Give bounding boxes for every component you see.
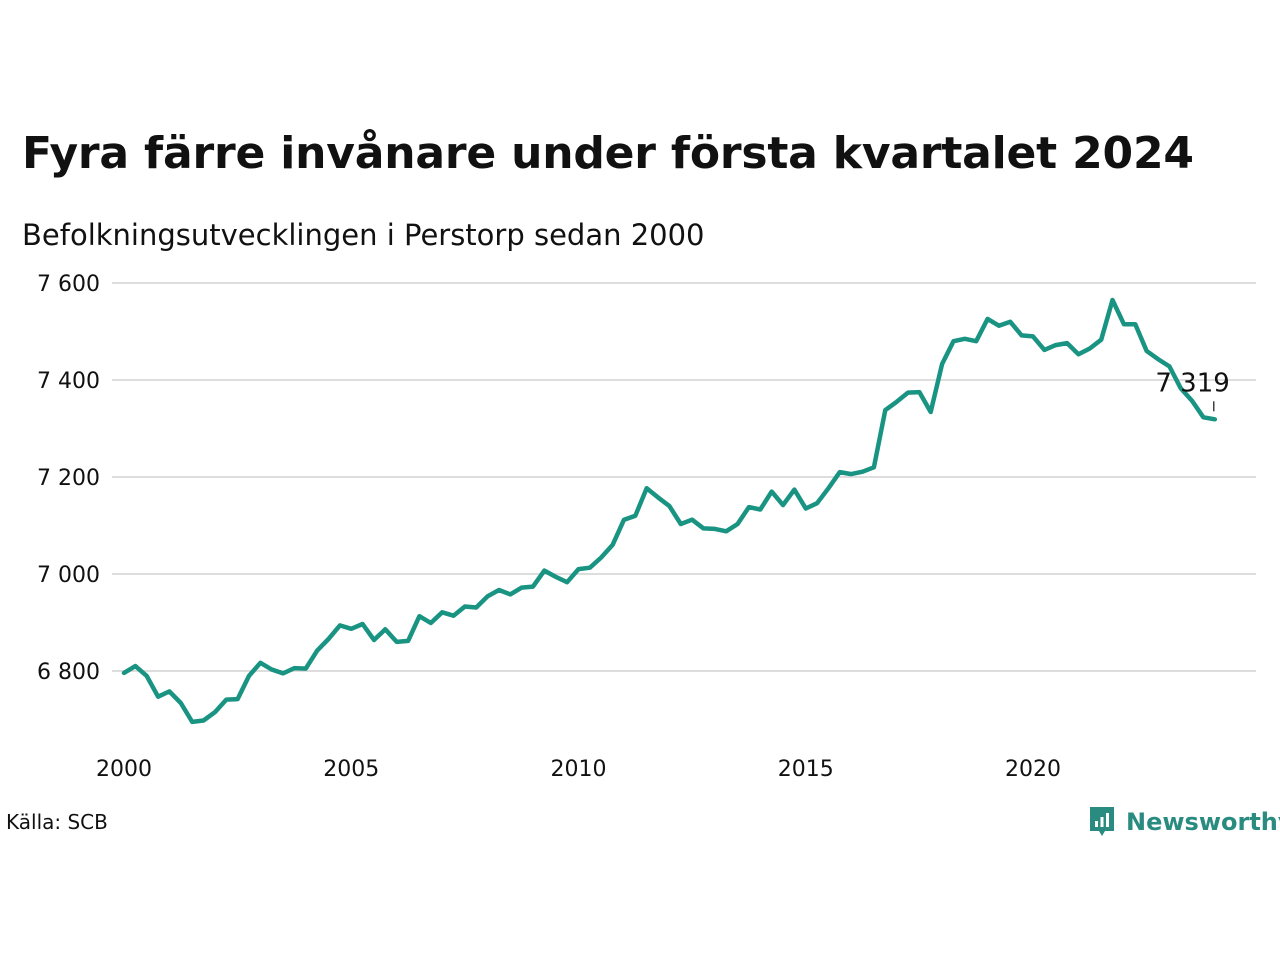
chart-title: Fyra färre invånare under första kvartal…	[22, 128, 1194, 179]
last-value-label: 7 319	[1155, 368, 1229, 398]
chart-subtitle: Befolkningsutvecklingen i Perstorp sedan…	[22, 218, 705, 252]
series-line	[121, 297, 1218, 725]
y-tick-label: 6 800	[37, 660, 100, 685]
y-tick-label: 7 200	[37, 466, 100, 491]
x-tick-label: 2005	[323, 757, 379, 782]
source-note: Källa: SCB	[6, 810, 108, 834]
y-tick-label: 7 600	[37, 272, 100, 297]
x-tick-label: 2010	[551, 757, 607, 782]
x-tick-label: 2020	[1005, 757, 1061, 782]
x-tick-label: 2000	[96, 757, 152, 782]
x-axis: 2000 2005 2010 2015 2020	[96, 757, 1061, 782]
y-axis: 6 800 7 000 7 200 7 400 7 600	[37, 272, 100, 685]
x-tick-label: 2015	[778, 757, 834, 782]
y-tick-label: 7 400	[37, 369, 100, 394]
y-tick-label: 7 000	[37, 563, 100, 588]
newsworthy-logo: Newsworthy	[1088, 804, 1280, 840]
gridlines	[112, 282, 1256, 672]
brand-name: Newsworthy	[1126, 808, 1280, 836]
series-layer	[121, 297, 1218, 725]
annotation-layer: 7 319	[1155, 368, 1230, 412]
newsworthy-logo-icon	[1090, 807, 1114, 836]
